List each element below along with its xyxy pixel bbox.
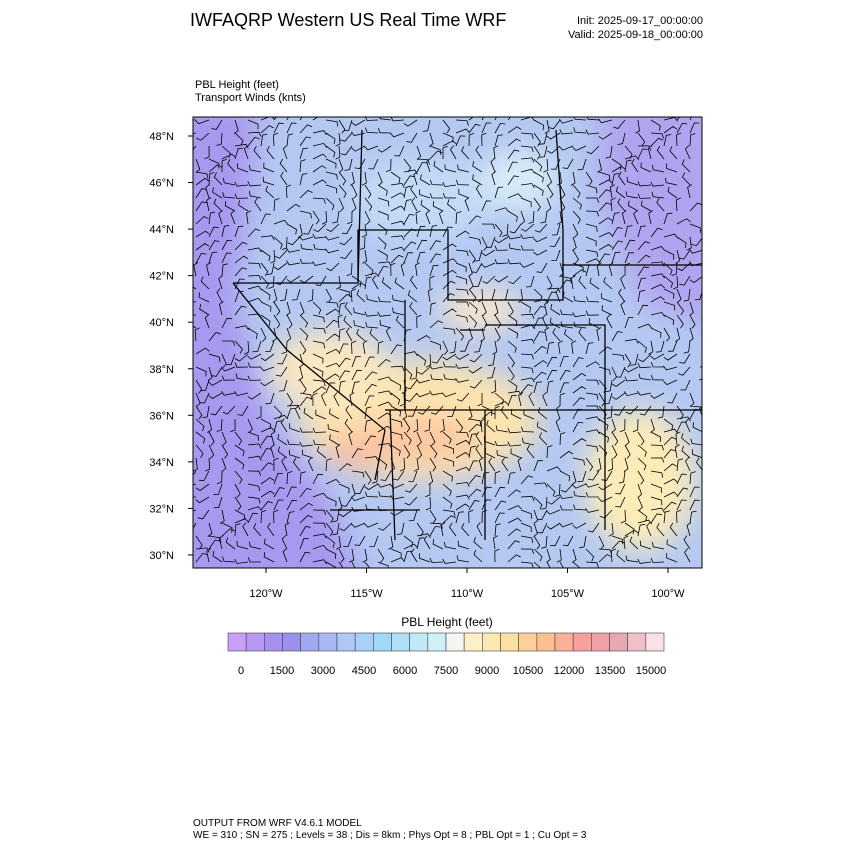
lon-label: 120°W	[249, 588, 283, 600]
colorbar-box	[300, 632, 320, 652]
lat-label: 38°N	[149, 364, 174, 376]
colorbar-label: 10500	[513, 665, 544, 677]
lon-label: 100°W	[651, 588, 685, 600]
footer-line: WE = 310 ; SN = 275 ; Levels = 38 ; Dis …	[193, 830, 587, 841]
lat-label: 32°N	[149, 503, 174, 515]
colorbar-title: PBL Height (feet)	[401, 615, 493, 629]
colorbar-box	[627, 632, 647, 652]
lat-label: 30°N	[149, 550, 174, 562]
colorbar-box	[445, 632, 465, 652]
colorbar-box	[536, 632, 556, 652]
lat-labels: 48°N 46°N 44°N 42°N 40°N 38°N 36°N 34°N 32°N 30°N	[149, 131, 193, 562]
colorbar-label: 7500	[434, 665, 458, 677]
lat-label: 42°N	[149, 271, 174, 283]
field-label: PBL Height (feet)	[195, 79, 279, 91]
lon-label: 105°W	[551, 588, 585, 600]
lat-label: 36°N	[149, 410, 174, 422]
colorbar-box	[245, 632, 265, 652]
colorbar-label: 1500	[270, 665, 294, 677]
colorbar: 0 1500 3000 4500 6000 7500 9000 10500 12000 13500…	[227, 632, 667, 677]
lon-label: 115°W	[350, 588, 383, 600]
lat-label: 34°N	[149, 457, 174, 469]
colorbar-box	[427, 632, 447, 652]
colorbar-label: 4500	[352, 665, 376, 677]
field-label: Transport Winds (knts)	[195, 92, 306, 104]
lat-label: 44°N	[149, 224, 174, 236]
lon-label: 110°W	[451, 588, 484, 600]
colorbar-label: 12000	[554, 665, 585, 677]
colorbar-box	[645, 632, 665, 652]
lat-label: 48°N	[149, 131, 174, 143]
colorbar-box	[373, 632, 392, 652]
colorbar-box	[554, 632, 574, 652]
footer-line: OUTPUT FROM WRF V4.6.1 MODEL	[193, 818, 362, 829]
map	[193, 117, 702, 568]
colorbar-box	[463, 632, 483, 652]
colorbar-box	[354, 632, 374, 652]
colorbar-box	[391, 632, 410, 652]
wind-barbs	[193, 117, 702, 568]
colorbar-box	[482, 632, 501, 652]
colorbar-box	[518, 632, 538, 652]
colorbar-label: 6000	[393, 665, 417, 677]
colorbar-label: 9000	[475, 665, 499, 677]
colorbar-box	[282, 632, 301, 652]
colorbar-box	[409, 632, 429, 652]
colorbar-box	[572, 632, 592, 652]
lon-labels: 120°W 115°W 110°W 105°W 100°W	[249, 568, 685, 600]
colorbar-box	[500, 632, 519, 652]
colorbar-label: 13500	[595, 665, 626, 677]
colorbar-box	[227, 632, 247, 652]
title: IWFAQRP Western US Real Time WRF	[190, 10, 506, 30]
colorbar-box	[591, 632, 610, 652]
colorbar-label: 15000	[636, 665, 667, 677]
lat-label: 46°N	[149, 178, 174, 190]
lat-label: 40°N	[149, 317, 174, 329]
colorbar-label: 0	[238, 665, 244, 677]
colorbar-box	[264, 632, 283, 652]
colorbar-label: 3000	[311, 665, 335, 677]
colorbar-box	[318, 632, 338, 652]
valid-time: Valid: 2025-09-18_00:00:00	[568, 29, 703, 41]
colorbar-box	[609, 632, 628, 652]
map-frame	[192, 116, 703, 569]
init-time: Init: 2025-09-17_00:00:00	[577, 15, 703, 27]
colorbar-box	[336, 632, 356, 652]
